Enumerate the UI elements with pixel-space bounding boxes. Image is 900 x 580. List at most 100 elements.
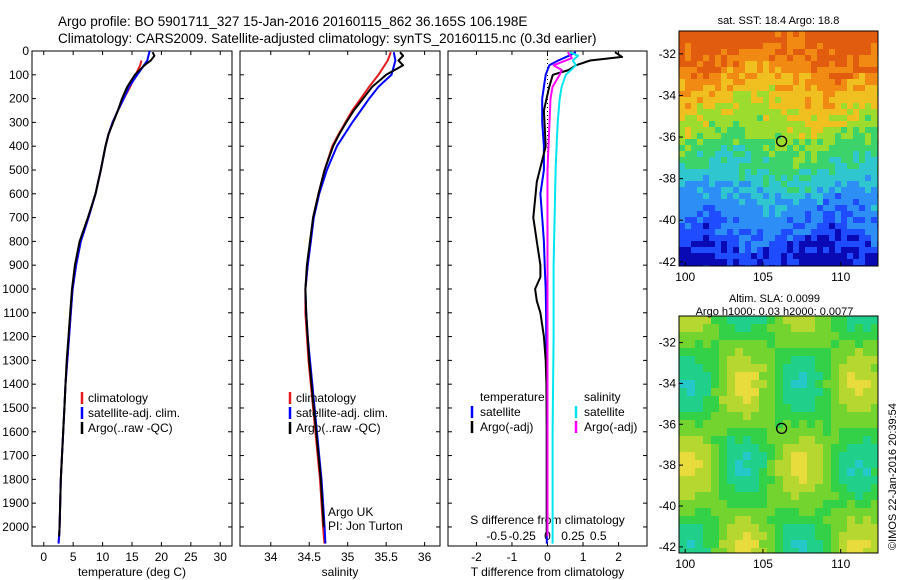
map-cell xyxy=(709,115,715,121)
map-cell xyxy=(709,175,715,181)
map-cell xyxy=(823,476,831,484)
map-cell xyxy=(751,372,759,380)
map-cell xyxy=(711,540,719,548)
map-cell xyxy=(751,428,759,436)
map-cell xyxy=(685,133,691,139)
map-cell xyxy=(775,205,781,211)
map-cell xyxy=(775,109,781,115)
map-cell xyxy=(829,109,835,115)
map-cell xyxy=(719,460,727,468)
map-cell xyxy=(751,127,757,133)
map-cell xyxy=(703,532,711,540)
map-cell xyxy=(679,67,685,73)
map-cell xyxy=(721,205,727,211)
map-cell xyxy=(719,436,727,444)
map-cell xyxy=(711,380,719,388)
map-cell xyxy=(793,61,799,67)
map-cell xyxy=(703,241,709,247)
map-cell xyxy=(697,193,703,199)
map-cell xyxy=(841,31,847,37)
map-cell xyxy=(691,109,697,115)
map-cell xyxy=(799,316,807,324)
map-cell xyxy=(853,211,859,217)
map-cell xyxy=(685,115,691,121)
map-cell xyxy=(709,205,715,211)
map-cell xyxy=(743,524,751,532)
map-cell xyxy=(735,460,743,468)
map-cell xyxy=(815,548,823,553)
map-cell xyxy=(859,145,865,151)
map-cell xyxy=(711,508,719,516)
map-cell xyxy=(787,37,793,43)
map-cell xyxy=(863,380,871,388)
map-cell xyxy=(871,229,877,235)
map-cell xyxy=(823,67,829,73)
map-cell xyxy=(793,55,799,61)
map-cell xyxy=(823,115,829,121)
map-cell xyxy=(859,49,865,55)
map-cell xyxy=(781,67,787,73)
map-cell xyxy=(847,85,853,91)
map-cell xyxy=(863,332,871,340)
map-cell xyxy=(793,163,799,169)
y-tick-label: 1300 xyxy=(2,353,29,367)
map-cell xyxy=(855,332,863,340)
map-cell xyxy=(679,37,685,43)
map-cell xyxy=(871,211,877,217)
map-cell xyxy=(817,61,823,67)
map-cell xyxy=(853,181,859,187)
map-cell xyxy=(759,508,767,516)
map-cell xyxy=(787,103,793,109)
map-cell xyxy=(769,55,775,61)
map-cell xyxy=(733,163,739,169)
map-cell xyxy=(697,43,703,49)
map-cell xyxy=(757,31,763,37)
map-cell xyxy=(703,187,709,193)
map-cell xyxy=(799,133,805,139)
map-cell xyxy=(721,49,727,55)
map-cell xyxy=(823,211,829,217)
map-cell xyxy=(871,548,878,553)
map-cell xyxy=(787,205,793,211)
map-cell xyxy=(685,193,691,199)
map-cell xyxy=(709,241,715,247)
map-cell xyxy=(871,516,878,524)
salinity-tick-label: -0.25 xyxy=(508,529,536,543)
map-cell xyxy=(775,97,781,103)
map-cell xyxy=(703,484,711,492)
map-cell xyxy=(735,324,743,332)
map-cell xyxy=(775,460,783,468)
map-cell xyxy=(835,73,841,79)
map-cell xyxy=(769,199,775,205)
map-cell xyxy=(695,484,703,492)
map-cell xyxy=(703,127,709,133)
map-cell xyxy=(835,31,841,37)
map-cell xyxy=(859,85,865,91)
map-cell xyxy=(739,175,745,181)
map-cell xyxy=(865,181,871,187)
map-cell xyxy=(855,436,863,444)
map-cell xyxy=(807,332,815,340)
map-cell xyxy=(715,217,721,223)
map-cell xyxy=(727,109,733,115)
map-cell xyxy=(697,145,703,151)
map-cell xyxy=(863,372,871,380)
map-cell xyxy=(823,133,829,139)
map-cell xyxy=(751,205,757,211)
map-cell xyxy=(691,55,697,61)
map-cell xyxy=(715,55,721,61)
map-cell xyxy=(835,193,841,199)
map-cell xyxy=(781,235,787,241)
map-cell xyxy=(739,43,745,49)
map-cell xyxy=(721,145,727,151)
map-cell xyxy=(679,428,687,436)
map-cell xyxy=(839,412,847,420)
map-cell xyxy=(811,247,817,253)
map-cell xyxy=(865,31,871,37)
map-cell xyxy=(775,500,783,508)
map-cell xyxy=(863,436,871,444)
map-cell xyxy=(685,103,691,109)
map-cell xyxy=(853,61,859,67)
map-cell xyxy=(727,492,735,500)
map-cell xyxy=(703,175,709,181)
